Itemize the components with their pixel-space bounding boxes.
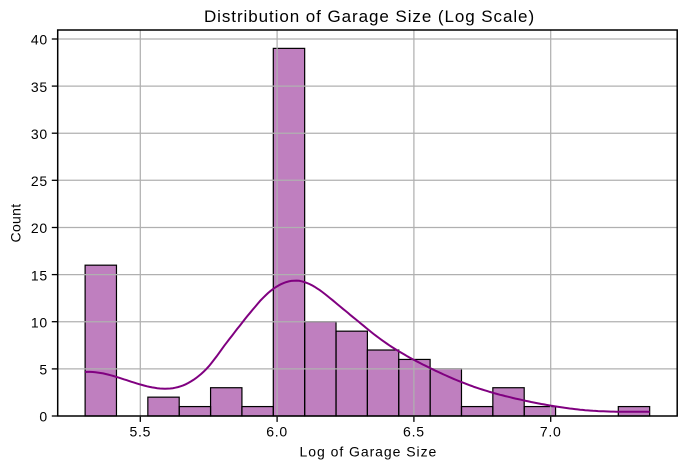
svg-text:6.5: 6.5 — [403, 423, 425, 439]
svg-text:Log of Garage Size: Log of Garage Size — [300, 444, 438, 460]
svg-text:40: 40 — [31, 32, 48, 48]
svg-text:10: 10 — [31, 314, 48, 330]
svg-text:30: 30 — [31, 126, 48, 142]
svg-text:5: 5 — [39, 362, 48, 378]
svg-text:15: 15 — [31, 267, 48, 283]
svg-text:Count: Count — [7, 204, 23, 243]
svg-text:7.0: 7.0 — [540, 423, 562, 439]
svg-text:Distribution of Garage Size (L: Distribution of Garage Size (Log Scale) — [204, 7, 535, 26]
svg-text:35: 35 — [31, 79, 48, 95]
svg-text:5.5: 5.5 — [129, 423, 151, 439]
svg-text:25: 25 — [31, 173, 48, 189]
svg-text:20: 20 — [31, 220, 48, 236]
svg-text:6.0: 6.0 — [266, 423, 288, 439]
svg-text:0: 0 — [39, 409, 48, 425]
